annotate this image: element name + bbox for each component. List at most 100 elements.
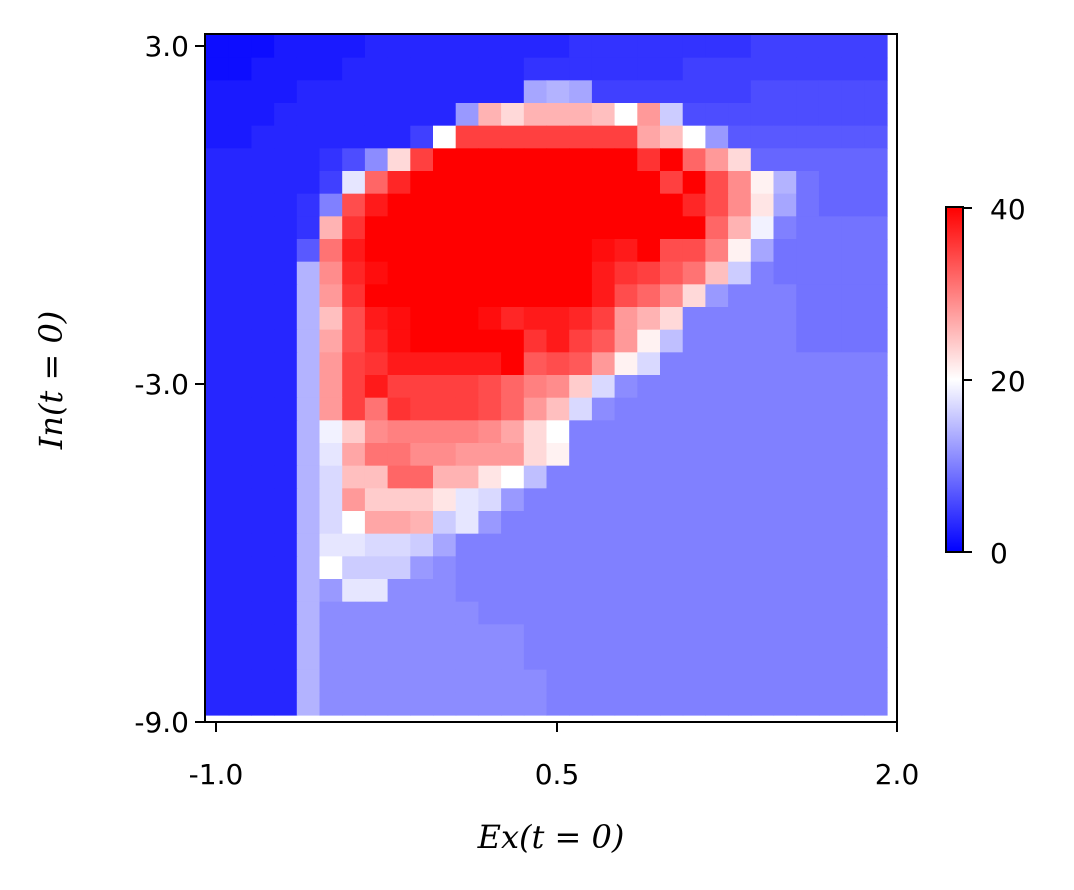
heatmap-cell [387, 329, 411, 353]
heatmap-cell [342, 125, 366, 149]
heatmap-cell [478, 692, 502, 716]
heatmap-cell [569, 420, 593, 444]
heatmap-cell [614, 352, 638, 376]
heatmap-cell [682, 443, 706, 467]
heatmap-cell [319, 692, 343, 716]
heatmap-cell [750, 533, 775, 557]
heatmap-cell [637, 556, 661, 580]
heatmap-cell [637, 443, 661, 467]
heatmap-cell [410, 579, 434, 603]
heatmap-cell [387, 261, 411, 285]
heatmap-cell [228, 669, 252, 693]
heatmap-cell [614, 80, 638, 104]
heatmap-cell [705, 284, 729, 308]
heatmap-cell [546, 601, 570, 625]
colorbar-tick-label: 0 [990, 537, 1008, 570]
heatmap-cell [569, 533, 593, 557]
heatmap-cell [841, 193, 865, 217]
heatmap-cell [251, 103, 275, 127]
heatmap-cell [637, 579, 661, 603]
heatmap-cell [773, 329, 797, 353]
heatmap-cell [705, 261, 729, 285]
heatmap-cell [773, 465, 797, 489]
heatmap-cell [773, 193, 797, 217]
heatmap-cell [705, 465, 729, 489]
heatmap-cell [342, 601, 366, 625]
heatmap-cell [841, 148, 865, 172]
heatmap-cell [614, 669, 638, 693]
heatmap-cell [433, 171, 457, 195]
heatmap-cell [523, 556, 548, 580]
heatmap-cell [546, 329, 570, 353]
heatmap-cell [274, 669, 298, 693]
heatmap-cell [364, 171, 389, 195]
heatmap-cell [433, 103, 457, 127]
heatmap-cell [705, 171, 729, 195]
heatmap-cell [591, 669, 616, 693]
heatmap-cell [660, 511, 684, 535]
heatmap-cell [705, 692, 729, 716]
heatmap-cell [546, 80, 570, 104]
heatmap-cell [228, 375, 252, 399]
heatmap-cell [750, 35, 775, 59]
heatmap-cell [364, 352, 389, 376]
heatmap-cell [387, 556, 411, 580]
heatmap-cell [501, 579, 525, 603]
heatmap-cell [796, 284, 820, 308]
heatmap-cell [682, 579, 706, 603]
heatmap-cell [569, 307, 593, 331]
heatmap-cell [501, 171, 525, 195]
heatmap-cell [433, 397, 457, 421]
heatmap-cell [569, 579, 593, 603]
heatmap-cell [387, 193, 411, 217]
heatmap-cell [841, 352, 865, 376]
heatmap-cell [841, 171, 865, 195]
heatmap-cell [750, 488, 775, 512]
heatmap-cell [523, 329, 548, 353]
heatmap-cell [750, 329, 775, 353]
heatmap-cell [864, 647, 888, 671]
heatmap-cell [818, 148, 843, 172]
heatmap-cell [478, 261, 502, 285]
heatmap-cell [660, 352, 684, 376]
heatmap-cell [274, 284, 298, 308]
heatmap-cell [750, 647, 775, 671]
heatmap-cell [364, 284, 389, 308]
heatmap-cell [501, 239, 525, 263]
heatmap-cell [228, 284, 252, 308]
x-tick-label: 2.0 [875, 758, 920, 791]
heatmap-cell [660, 579, 684, 603]
heatmap-cell [637, 148, 661, 172]
heatmap-cell [546, 533, 570, 557]
heatmap-cell [750, 556, 775, 580]
heatmap-cell [274, 171, 298, 195]
heatmap-cell [728, 443, 752, 467]
heatmap-cell [387, 352, 411, 376]
heatmap-cell [864, 125, 888, 149]
heatmap-cell [523, 601, 548, 625]
heatmap-cell [501, 352, 525, 376]
heatmap-cell [410, 103, 434, 127]
heatmap-cell [342, 80, 366, 104]
heatmap-cell [410, 307, 434, 331]
heatmap-cell [864, 579, 888, 603]
heatmap-cell [750, 239, 775, 263]
heatmap-cell [796, 669, 820, 693]
heatmap-cell [228, 307, 252, 331]
heatmap-cell [296, 193, 321, 217]
heatmap-cell [228, 57, 252, 81]
heatmap-cell [433, 148, 457, 172]
heatmap-cell [455, 171, 479, 195]
heatmap-cell [773, 601, 797, 625]
heatmap-cell [342, 420, 366, 444]
heatmap-cell [796, 443, 820, 467]
heatmap-cell [206, 443, 230, 467]
heatmap-cell [523, 35, 548, 59]
heatmap-cell [364, 103, 389, 127]
heatmap-cell [796, 57, 820, 81]
heatmap-cell [818, 669, 843, 693]
heatmap-cell [728, 352, 752, 376]
heatmap-cell [478, 329, 502, 353]
heatmap-cell [750, 624, 775, 648]
heatmap-cell [251, 307, 275, 331]
